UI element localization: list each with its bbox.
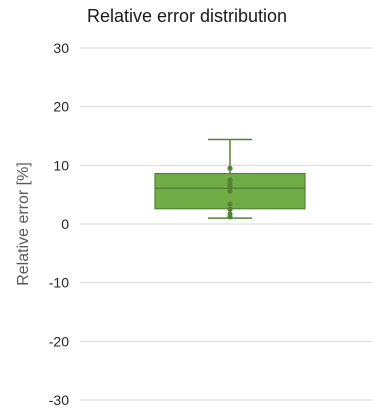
data-point [227, 188, 233, 194]
data-point [227, 165, 233, 171]
y-tick-label: -10 [49, 275, 69, 291]
y-tick-label: -30 [49, 392, 69, 408]
y-tick-label: 0 [61, 216, 69, 232]
data-point [227, 206, 233, 212]
y-tick-label: -20 [49, 333, 69, 349]
data-point [227, 184, 233, 190]
y-tick-label: 10 [53, 157, 69, 173]
data-point [227, 201, 233, 207]
y-tick-label: 20 [53, 99, 69, 115]
chart-title: Relative error distribution [86, 6, 288, 26]
y-tick-label: 30 [53, 40, 69, 56]
y-axis-label: Relative error [%] [15, 162, 32, 286]
data-point [227, 214, 233, 220]
data-point [227, 177, 233, 183]
